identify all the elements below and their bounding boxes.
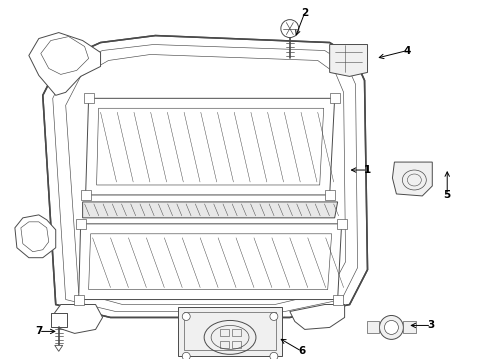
Bar (184, 312, 276, 350)
Text: 5: 5 (443, 190, 451, 200)
Polygon shape (78, 224, 342, 300)
Circle shape (270, 312, 278, 320)
Circle shape (182, 312, 190, 320)
Polygon shape (53, 305, 102, 333)
Text: 7: 7 (35, 327, 43, 336)
Circle shape (182, 352, 190, 360)
Polygon shape (392, 162, 432, 196)
Polygon shape (367, 321, 379, 333)
Bar (74, 294, 84, 305)
Bar (51, 314, 67, 328)
Polygon shape (15, 215, 56, 258)
Polygon shape (55, 345, 63, 351)
Polygon shape (330, 45, 368, 76)
Circle shape (379, 315, 403, 339)
Polygon shape (29, 32, 100, 95)
Bar (325, 190, 335, 200)
Polygon shape (86, 98, 335, 195)
Bar (220, 341, 229, 348)
Bar (232, 329, 241, 336)
Text: 6: 6 (298, 346, 305, 356)
Bar (333, 294, 343, 305)
Text: 3: 3 (428, 320, 435, 330)
Text: 4: 4 (404, 45, 411, 55)
Bar (330, 93, 340, 103)
Bar (81, 190, 91, 200)
Polygon shape (43, 36, 368, 318)
Circle shape (270, 352, 278, 360)
Polygon shape (403, 321, 416, 333)
Bar (75, 219, 86, 229)
Bar (178, 306, 282, 356)
Bar (84, 93, 94, 103)
Circle shape (385, 320, 398, 334)
Bar (232, 341, 241, 348)
Bar (220, 329, 229, 336)
Polygon shape (83, 202, 338, 218)
Text: 2: 2 (301, 8, 308, 18)
Text: 1: 1 (364, 165, 371, 175)
Bar (337, 219, 346, 229)
Polygon shape (290, 305, 344, 329)
Circle shape (281, 20, 299, 37)
